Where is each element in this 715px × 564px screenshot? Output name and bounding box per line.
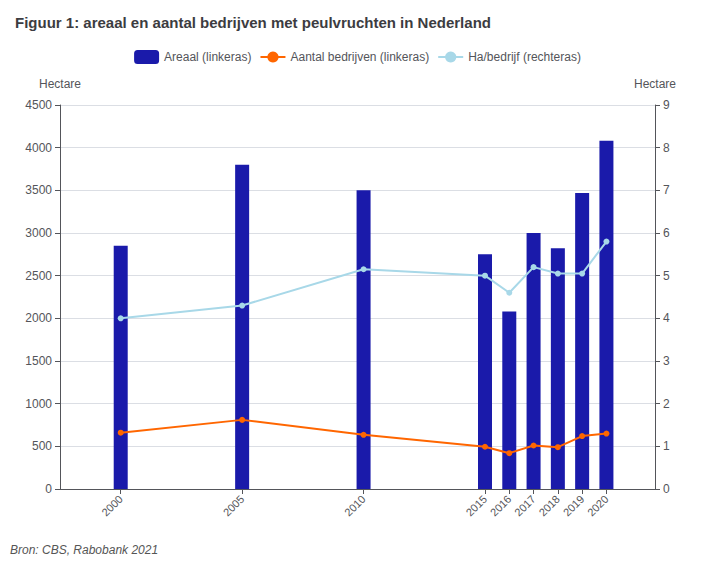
- svg-text:2005: 2005: [221, 493, 247, 519]
- svg-text:4: 4: [663, 311, 670, 325]
- svg-text:Figuur 1: areaal en aantal bed: Figuur 1: areaal en aantal bedrijven met…: [15, 14, 491, 31]
- svg-text:3000: 3000: [25, 226, 52, 240]
- svg-text:9: 9: [663, 98, 670, 112]
- svg-text:1000: 1000: [25, 397, 52, 411]
- svg-text:2000: 2000: [99, 493, 125, 519]
- svg-text:2500: 2500: [25, 269, 52, 283]
- svg-text:0: 0: [663, 482, 670, 496]
- svg-text:1: 1: [663, 439, 670, 453]
- svg-text:Bron: CBS, Rabobank 2021: Bron: CBS, Rabobank 2021: [10, 543, 158, 557]
- svg-text:500: 500: [32, 439, 52, 453]
- svg-text:2016: 2016: [488, 493, 514, 519]
- svg-text:Aantal bedrijven (linkeras): Aantal bedrijven (linkeras): [290, 50, 429, 64]
- svg-text:Ha/bedrijf (rechteras): Ha/bedrijf (rechteras): [468, 50, 581, 64]
- svg-text:Areaal (linkeras): Areaal (linkeras): [164, 50, 251, 64]
- svg-text:8: 8: [663, 141, 670, 155]
- svg-text:2020: 2020: [585, 493, 611, 519]
- svg-text:4000: 4000: [25, 141, 52, 155]
- svg-text:2: 2: [663, 397, 670, 411]
- svg-text:Hectare: Hectare: [634, 77, 676, 91]
- svg-text:5: 5: [663, 269, 670, 283]
- svg-text:1500: 1500: [25, 354, 52, 368]
- svg-text:2017: 2017: [512, 493, 538, 519]
- svg-text:3: 3: [663, 354, 670, 368]
- svg-text:3500: 3500: [25, 183, 52, 197]
- svg-text:2015: 2015: [463, 493, 489, 519]
- svg-text:Hectare: Hectare: [39, 77, 81, 91]
- svg-text:2010: 2010: [342, 493, 368, 519]
- svg-text:0: 0: [45, 482, 52, 496]
- svg-text:2019: 2019: [561, 493, 587, 519]
- svg-text:4500: 4500: [25, 98, 52, 112]
- svg-text:6: 6: [663, 226, 670, 240]
- svg-text:7: 7: [663, 183, 670, 197]
- svg-text:2000: 2000: [25, 311, 52, 325]
- svg-text:2018: 2018: [536, 493, 562, 519]
